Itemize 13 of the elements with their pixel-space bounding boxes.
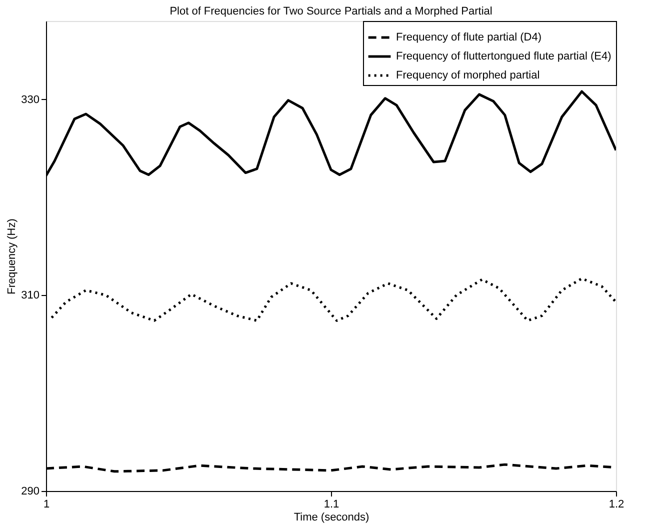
legend-label: Frequency of flute partial (D4) bbox=[396, 32, 542, 44]
chart-title: Plot of Frequencies for Two Source Partials and a Morphed Partial bbox=[170, 6, 492, 18]
legend-label: Frequency of fluttertongued flute partial (E4) bbox=[396, 50, 612, 62]
y-tick-label: 310 bbox=[21, 290, 40, 302]
x-axis-title: Time (seconds) bbox=[294, 512, 370, 524]
y-axis-title: Frequency (Hz) bbox=[6, 218, 18, 294]
x-tick-label: 1.2 bbox=[608, 498, 624, 510]
y-tick-label: 330 bbox=[21, 94, 40, 106]
legend-label: Frequency of morphed partial bbox=[396, 70, 540, 82]
y-tick-label: 290 bbox=[21, 486, 40, 498]
x-tick-label: 1.1 bbox=[324, 498, 340, 510]
x-tick-label: 1 bbox=[43, 498, 50, 510]
line-series bbox=[50, 277, 616, 322]
